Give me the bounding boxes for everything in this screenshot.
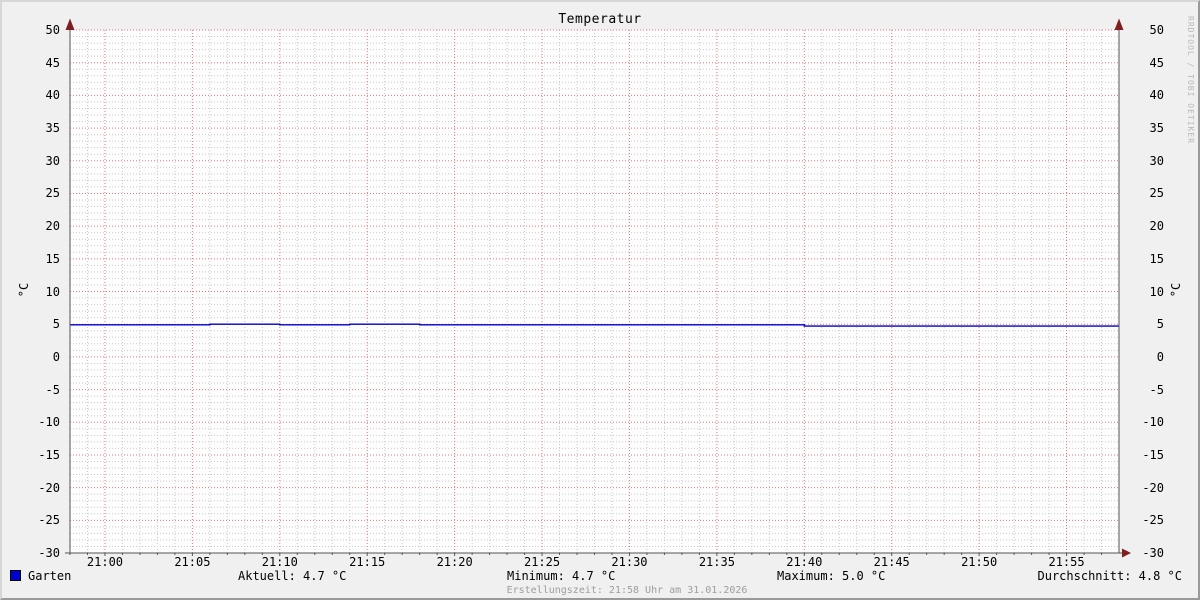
legend-series-label: Garten (28, 569, 72, 583)
x-axis-tick-label: 21:10 (261, 555, 298, 569)
legend-row: Garten Aktuell: 4.7 °C Minimum: 4.7 °C M… (2, 568, 1198, 583)
y-axis-tick-label-left: 40 (45, 88, 60, 103)
y-axis-tick-label-left: 5 (52, 317, 60, 332)
y-axis-tick-label-left: 10 (45, 284, 60, 299)
y-axis-tick-label-left: 50 (45, 23, 60, 37)
y-axis-tick-label-left: 45 (45, 55, 60, 70)
y-axis-tick-label-left: 0 (52, 349, 60, 364)
rrdtool-watermark: RRDTOOL / TOBI OETIKER (1186, 16, 1195, 144)
y-axis-tick-label-left: 30 (45, 153, 60, 168)
y-axis-tick-label-left: -20 (38, 480, 60, 495)
y-axis-tick-label-right: 20 (1149, 219, 1164, 234)
y-axis-tick-label-right: 25 (1149, 186, 1164, 201)
x-axis-tick-label: 21:00 (86, 555, 124, 569)
y-axis-tick-label-right: 10 (1149, 284, 1164, 299)
y-axis-tick-label-right: -20 (1142, 480, 1164, 495)
y-axis-tick-label-right: 35 (1149, 121, 1164, 136)
y-axis-tick-label-right: 0 (1156, 349, 1164, 364)
y-axis-tick-label-left: -25 (38, 513, 60, 528)
y-axis-tick-label-left: 25 (45, 186, 60, 201)
legend-current-value: Aktuell: 4.7 °C (238, 569, 347, 583)
y-axis-tick-label-right: 15 (1149, 251, 1164, 266)
legend-average-value: Durchschnitt: 4.8 °C (1037, 569, 1183, 583)
y-axis-tick-label-right: 30 (1149, 153, 1164, 168)
x-axis-tick-label: 21:20 (436, 555, 473, 569)
y-axis-tick-label-right: 40 (1149, 88, 1164, 103)
chart-title: Temperatur (558, 12, 642, 27)
x-axis-tick-label: 21:45 (873, 555, 910, 569)
y-axis-tick-label-left: -5 (45, 382, 60, 397)
y-axis-tick-label-left: 20 (45, 219, 60, 234)
y-axis-tick-label-right: 45 (1149, 55, 1164, 70)
y-axis-tick-label-right: 5 (1156, 317, 1164, 332)
y-axis-tick-label-left: 35 (45, 121, 60, 136)
y-axis-tick-label-left: -30 (38, 546, 60, 560)
y-axis-unit-right: °C (1169, 282, 1183, 298)
x-axis-tick-label: 21:50 (961, 555, 998, 569)
y-axis-tick-label-right: -10 (1142, 415, 1164, 430)
creation-timestamp: Erstellungszeit: 21:58 Uhr am 31.01.2026 (506, 585, 748, 596)
y-axis-tick-label-right: -30 (1142, 546, 1164, 560)
legend-swatch-garten (10, 570, 21, 581)
y-axis-tick-label-right: -5 (1149, 382, 1164, 397)
y-axis-tick-label-right: -15 (1142, 447, 1164, 462)
x-axis-tick-label: 21:05 (174, 555, 211, 569)
x-axis-tick-label: 21:15 (349, 555, 386, 569)
y-axis-tick-label-left: -10 (38, 415, 60, 430)
y-axis-tick-label-left: -15 (38, 447, 60, 462)
x-axis-tick-label: 21:40 (786, 555, 823, 569)
x-axis-tick-label: 21:30 (611, 555, 648, 569)
x-axis-tick-label: 21:35 (698, 555, 735, 569)
y-axis-tick-label-right: 50 (1149, 23, 1164, 37)
y-axis-tick-label-left: 15 (45, 251, 60, 266)
y-axis-tick-label-right: -25 (1142, 513, 1164, 528)
x-axis-tick-label: 21:25 (523, 555, 561, 569)
legend-minimum-value: Minimum: 4.7 °C (507, 569, 616, 583)
legend-maximum-value: Maximum: 5.0 °C (777, 569, 886, 583)
x-axis-tick-label: 21:55 (1048, 555, 1085, 569)
y-axis-unit-left: °C (17, 282, 31, 298)
